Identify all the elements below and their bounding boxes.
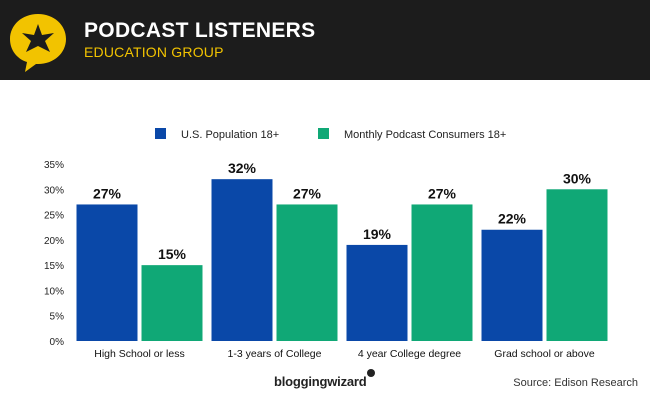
bar-1-4 (481, 229, 543, 341)
chart-legend: U.S. Population 18+ Monthly Podcast Consu… (155, 128, 506, 141)
source-note: Source: Edison Research (513, 377, 638, 389)
bar-2-4 (546, 189, 608, 341)
y-axis: 0% 5% 10% 15% 20% 25% 30% 35% (44, 160, 64, 348)
bar-2-3 (411, 204, 473, 341)
y-tick-label: 5% (50, 312, 65, 323)
star-speech-bubble-icon (10, 14, 66, 72)
bar-1-1 (76, 204, 138, 341)
x-axis: High School or less 1-3 years of College 4… (94, 348, 595, 360)
y-tick-label: 0% (50, 337, 65, 348)
x-tick-label: 1-3 years of College (228, 348, 322, 360)
legend-swatch-1 (155, 128, 166, 139)
bar-2-1 (141, 265, 203, 341)
y-tick-label: 15% (44, 261, 64, 272)
y-tick-label: 25% (44, 211, 64, 222)
legend-swatch-2 (318, 128, 329, 139)
brand-pin-icon (367, 369, 375, 377)
data-label: 27% (428, 185, 457, 201)
legend-label-1: U.S. Population 18+ (181, 129, 279, 141)
data-label: 27% (93, 185, 122, 201)
bar-1-2 (211, 179, 273, 341)
data-label: 22% (498, 211, 527, 227)
bar-2-2 (276, 204, 338, 341)
data-label: 19% (363, 226, 392, 242)
y-tick-label: 30% (44, 185, 64, 196)
page-title: PODCAST LISTENERS (84, 19, 316, 42)
data-label: 30% (563, 170, 592, 186)
bars-group: 27% 15% 32% 27% 19% 27% 22% 30% (76, 160, 608, 341)
brand-logo: bloggingwizard (274, 374, 367, 389)
x-tick-label: High School or less (94, 348, 184, 360)
header-banner: PODCAST LISTENERS EDUCATION GROUP (0, 0, 650, 80)
x-tick-label: Grad school or above (494, 348, 595, 360)
data-label: 27% (293, 185, 322, 201)
bar-1-3 (346, 244, 408, 341)
data-label: 15% (158, 246, 187, 262)
legend-label-2: Monthly Podcast Consumers 18+ (344, 129, 506, 141)
bar-chart: U.S. Population 18+ Monthly Podcast Consu… (44, 128, 608, 360)
x-tick-label: 4 year College degree (358, 348, 461, 360)
data-label: 32% (228, 160, 257, 176)
y-tick-label: 10% (44, 286, 64, 297)
y-tick-label: 20% (44, 236, 64, 247)
y-tick-label: 35% (44, 160, 64, 171)
page-subtitle: EDUCATION GROUP (84, 44, 224, 60)
